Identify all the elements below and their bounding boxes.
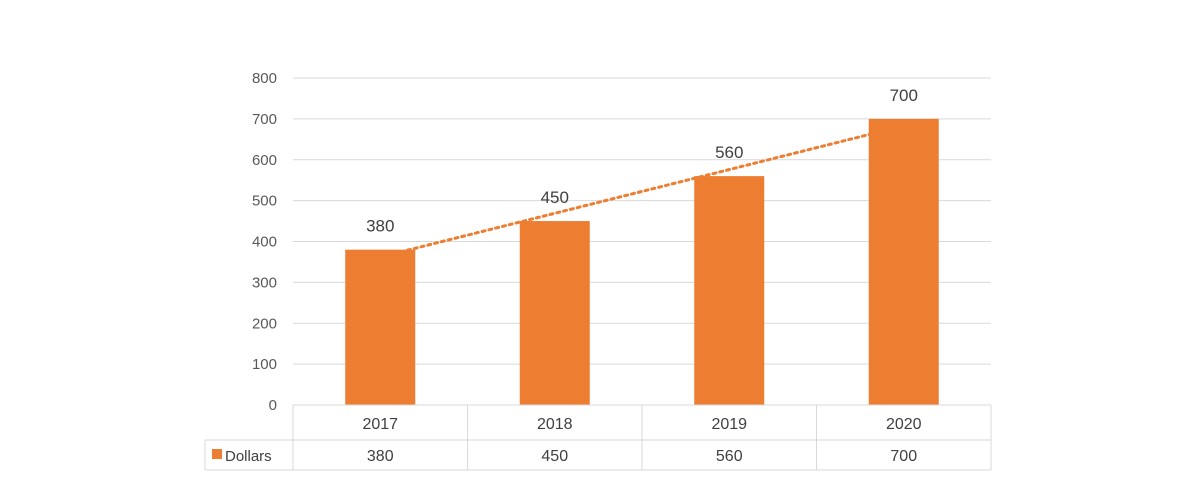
y-tick-label: 200 bbox=[252, 315, 277, 332]
x-category-label: 2017 bbox=[362, 416, 398, 433]
data-labels: 380 450 560 700 bbox=[366, 86, 918, 236]
data-label-2019: 560 bbox=[715, 143, 743, 162]
data-label-2017: 380 bbox=[366, 217, 394, 236]
x-category-label: 2018 bbox=[537, 416, 573, 433]
trendline-layer bbox=[378, 124, 906, 259]
data-label-2020: 700 bbox=[890, 86, 918, 105]
table-value: 450 bbox=[541, 448, 568, 465]
y-tick-label: 800 bbox=[252, 70, 277, 87]
data-label-2018: 450 bbox=[541, 188, 569, 207]
y-tick-label: 100 bbox=[252, 356, 277, 373]
legend-label: Dollars bbox=[225, 448, 272, 465]
trendline bbox=[378, 124, 906, 259]
legend-swatch bbox=[212, 449, 222, 459]
bar-2019 bbox=[694, 176, 765, 405]
y-tick-label: 0 bbox=[269, 397, 277, 414]
table-value: 700 bbox=[890, 448, 917, 465]
bar-2020 bbox=[868, 118, 939, 405]
y-tick-label: 500 bbox=[252, 193, 277, 210]
bar-2017 bbox=[345, 249, 416, 405]
y-tick-label: 700 bbox=[252, 111, 277, 128]
y-tick-label: 300 bbox=[252, 274, 277, 291]
bar-2018 bbox=[519, 221, 590, 405]
bars bbox=[345, 118, 939, 405]
x-category-label: 2019 bbox=[711, 416, 747, 433]
x-category-label: 2020 bbox=[886, 416, 922, 433]
table-value: 380 bbox=[367, 448, 394, 465]
y-axis-tick-labels: 0 100 200 300 400 500 600 700 800 bbox=[252, 70, 277, 414]
table-value: 560 bbox=[716, 448, 743, 465]
data-table: 2017 2018 2019 2020 Dollars 380 450 560 700 bbox=[204, 404, 992, 471]
y-tick-label: 400 bbox=[252, 234, 277, 251]
y-tick-label: 600 bbox=[252, 152, 277, 169]
